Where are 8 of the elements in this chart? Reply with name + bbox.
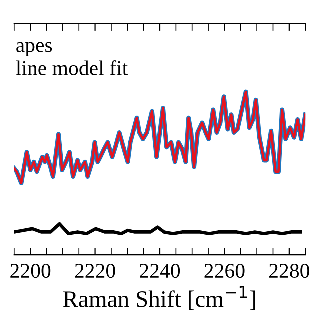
x-axis-title: Raman Shift [cm$^{−1}$]: [63, 286, 256, 310]
text: apes: [16, 42, 52, 57]
x-tick-label: 2200: [10, 264, 51, 278]
x-tick-label: 2240: [140, 264, 180, 278]
text: line model fit: [16, 60, 128, 76]
x-tick-label: 2260: [204, 264, 245, 278]
x-tick-label: 2220: [75, 264, 116, 278]
x-tick-label: 2280: [270, 264, 310, 278]
